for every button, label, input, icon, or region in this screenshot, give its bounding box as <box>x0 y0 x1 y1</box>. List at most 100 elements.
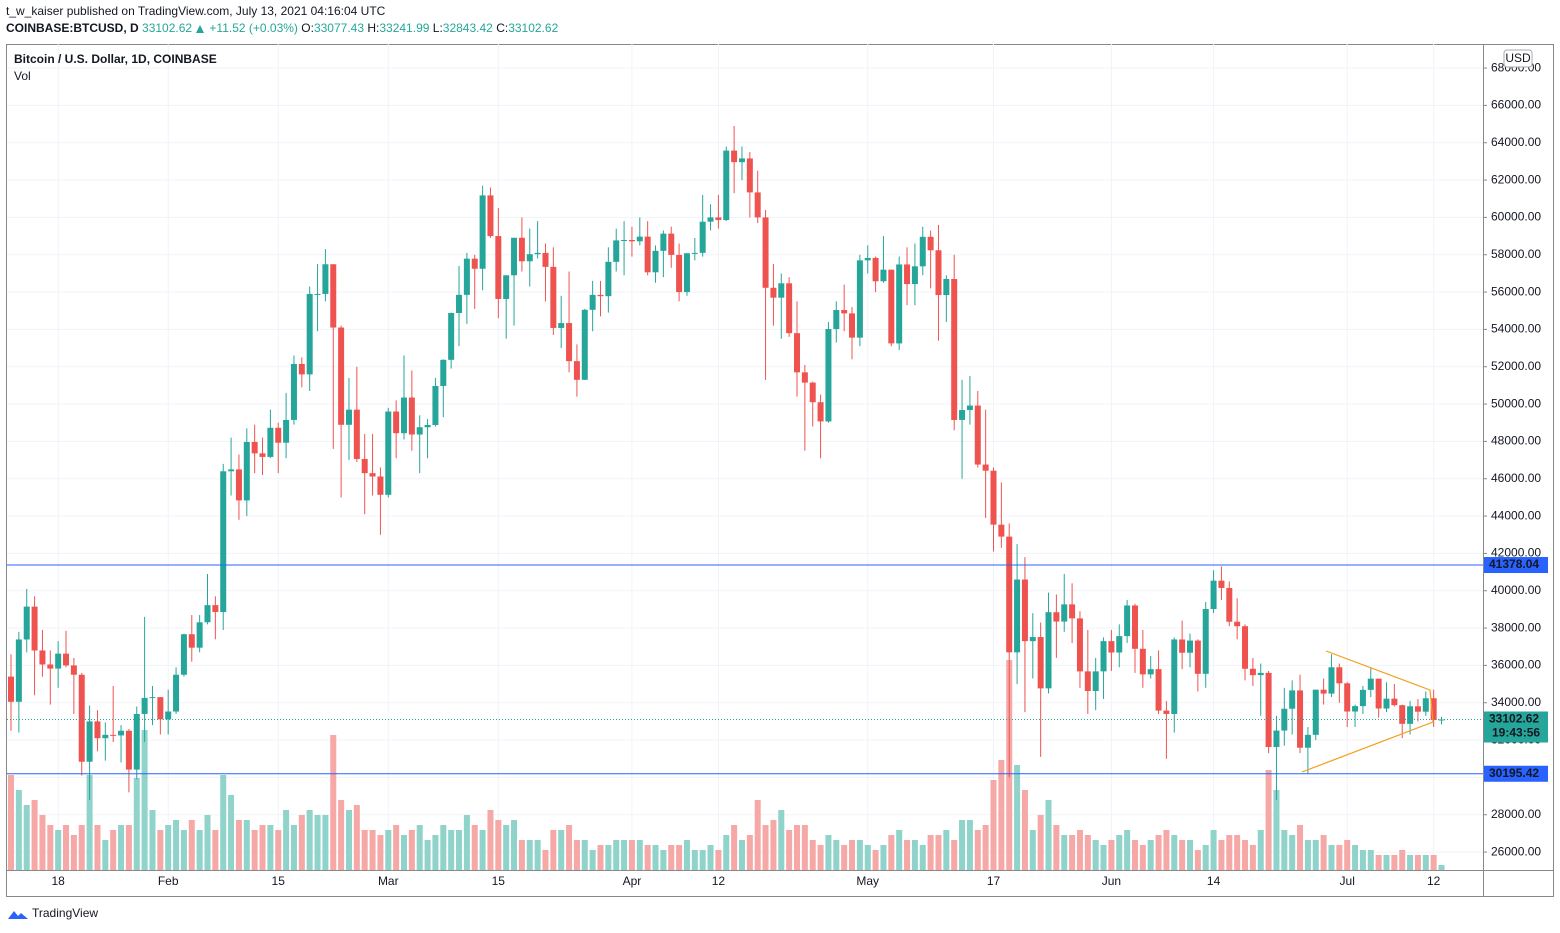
y-tick-label: 38000.00 <box>1491 620 1541 634</box>
volume-bar <box>951 840 958 870</box>
candle-body <box>919 236 926 267</box>
volume-bar <box>558 830 565 870</box>
volume-bar <box>1399 850 1406 870</box>
candle-body <box>1147 669 1154 675</box>
volume-bar <box>401 835 407 870</box>
level-label-box <box>1484 765 1548 782</box>
candle-body <box>338 327 345 425</box>
candle-body <box>880 269 887 282</box>
candle-body <box>589 294 596 310</box>
candle-body <box>738 158 745 163</box>
candle-body <box>416 427 423 435</box>
volume-bar <box>393 825 400 870</box>
candle-body <box>770 287 777 298</box>
candle-body <box>235 469 242 501</box>
candle-body <box>259 453 266 457</box>
currency: USD <box>1505 51 1531 65</box>
candle-body <box>149 697 156 699</box>
currency-box[interactable] <box>1503 49 1533 68</box>
volume-bar <box>652 845 659 870</box>
candle-body <box>597 294 604 297</box>
brand-logo: TradingView <box>8 906 98 920</box>
candle-body <box>1116 636 1123 653</box>
volume-bar <box>1312 840 1319 870</box>
volume-legend: Vol <box>14 69 31 83</box>
y-tick-label: 26000.00 <box>1491 844 1541 858</box>
candle-body <box>1344 683 1351 712</box>
candle-body <box>1367 678 1374 690</box>
candle-body <box>1336 667 1343 684</box>
volume-bar <box>809 840 816 870</box>
volume-bar <box>573 840 580 870</box>
volume-bar <box>424 840 431 870</box>
volume-bar <box>1430 855 1437 870</box>
volume-bar <box>794 825 800 870</box>
volume-bar <box>660 850 667 870</box>
candle-body <box>1202 609 1209 674</box>
volume-bar <box>1257 830 1264 870</box>
volume-bar <box>314 815 321 870</box>
volume-bar <box>330 735 337 870</box>
candle-body <box>456 294 463 313</box>
volume-bar <box>1187 840 1193 870</box>
candle-body <box>385 411 392 495</box>
volume-bar <box>196 830 203 870</box>
volume-bar <box>338 800 345 870</box>
volume-bar <box>683 840 690 870</box>
candle-body <box>503 275 510 299</box>
countdown: 19:43:56 <box>1492 726 1540 740</box>
volume-bar <box>1375 855 1382 870</box>
volume-bar <box>904 840 911 870</box>
candle-body <box>283 419 290 443</box>
candle-body <box>408 397 415 435</box>
o-value: 33077.43 <box>314 21 364 35</box>
volume-bar <box>63 825 70 870</box>
candle-body <box>550 266 557 328</box>
volume-bar <box>306 810 313 870</box>
volume-bar <box>817 845 824 870</box>
y-tick-label: 40000.00 <box>1491 583 1541 597</box>
volume-bar <box>1328 845 1335 870</box>
last-price-label: 33102.62 <box>1489 712 1539 726</box>
candle-body <box>31 606 38 651</box>
volume-bar <box>1124 830 1131 870</box>
volume-bar <box>935 835 942 870</box>
candle-body <box>746 158 753 193</box>
y-tick-label: 48000.00 <box>1491 434 1541 448</box>
volume-bar <box>699 850 706 870</box>
publisher: t_w_kaiser published on TradingView.com,… <box>6 4 386 18</box>
volume-bar <box>220 775 227 870</box>
volume-bar <box>872 850 879 870</box>
logo-icon <box>8 911 28 919</box>
volume-bar <box>149 810 156 870</box>
volume-bar <box>125 825 132 870</box>
volume-bar <box>707 845 714 870</box>
candle-body <box>369 473 376 477</box>
volume-bar <box>974 830 981 870</box>
x-tick-label: 15 <box>272 874 286 888</box>
candle-body <box>1014 579 1021 653</box>
candle-body <box>1383 698 1390 709</box>
candle-body <box>47 664 54 669</box>
candle-body <box>691 252 698 254</box>
volume-bar <box>762 825 769 870</box>
volume-bar <box>1084 835 1091 870</box>
candle-body <box>833 310 840 330</box>
volume-bar <box>503 825 510 870</box>
volume-bar <box>408 830 415 870</box>
volume-bar <box>385 830 392 870</box>
volume-bar <box>998 760 1005 870</box>
volume-bar <box>1383 855 1390 870</box>
x-tick-label: 17 <box>987 874 1001 888</box>
x-tick-label: Jul <box>1340 874 1355 888</box>
change: +11.52 (+0.03%) <box>209 21 298 35</box>
y-tick-label: 62000.00 <box>1491 172 1541 186</box>
candle-body <box>1179 639 1186 653</box>
volume-bar <box>440 825 447 870</box>
volume-bar <box>55 830 62 870</box>
volume-bar <box>204 815 211 870</box>
volume-bar <box>322 815 329 870</box>
volume-bar <box>1053 825 1060 870</box>
x-tick-label: 14 <box>1207 874 1221 888</box>
volume-bar <box>1210 830 1217 870</box>
